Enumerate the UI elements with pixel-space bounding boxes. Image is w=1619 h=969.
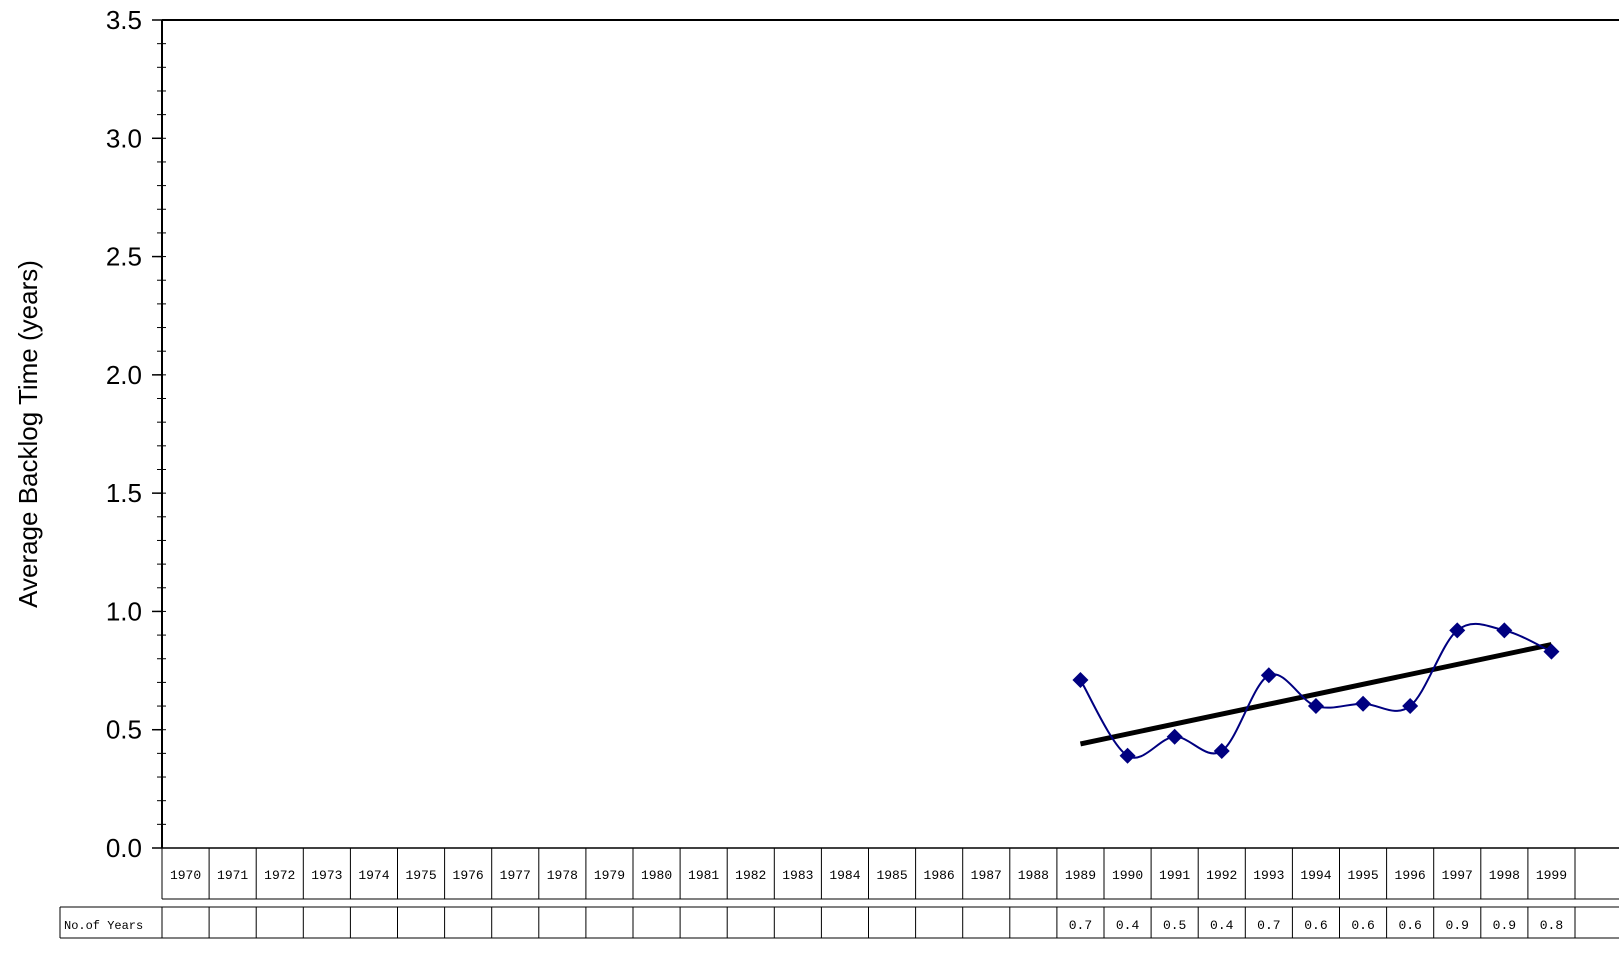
x-category-label: 1976: [453, 868, 484, 883]
table-value: 0.9: [1446, 918, 1469, 933]
data-point: [1307, 698, 1324, 715]
y-tick-label: 3.5: [106, 5, 142, 35]
table-value: 0.7: [1069, 918, 1092, 933]
x-category-label: 1982: [735, 868, 766, 883]
table-value: 0.4: [1210, 918, 1234, 933]
x-category-label: 1975: [405, 868, 436, 883]
x-category-label: 1987: [971, 868, 1002, 883]
x-category-label: 1994: [1300, 868, 1331, 883]
x-category-label: 1977: [500, 868, 531, 883]
x-category-label: 1991: [1159, 868, 1190, 883]
x-category-label: 1979: [594, 868, 625, 883]
data-point: [1260, 667, 1277, 684]
table-value: 0.5: [1163, 918, 1186, 933]
y-tick-label: 0.5: [106, 715, 142, 745]
data-table: No.of Years 1970 1971 1972 1973 1974 1975 1976 1…: [59, 848, 1619, 939]
table-value: 0.4: [1116, 918, 1140, 933]
x-category-label: 1999: [1536, 868, 1567, 883]
y-tick-label: 1.5: [106, 478, 142, 508]
x-category-label: 1996: [1395, 868, 1426, 883]
x-category-label: 1971: [217, 868, 248, 883]
x-category-label: 1980: [641, 868, 672, 883]
trendline: [1079, 642, 1552, 747]
x-category-label: 1970: [170, 868, 201, 883]
data-point: [1402, 698, 1419, 715]
series-layer: [1072, 622, 1560, 764]
plot-area: [162, 20, 1619, 848]
x-category-label: 1990: [1112, 868, 1143, 883]
y-axis-label: Average Backlog Time (years): [13, 260, 43, 608]
x-category-label: 1983: [782, 868, 813, 883]
data-point: [1213, 743, 1230, 760]
x-category-label: 1992: [1206, 868, 1237, 883]
x-category-label: 1995: [1347, 868, 1378, 883]
x-category-label: 1985: [876, 868, 907, 883]
data-point: [1543, 643, 1560, 660]
table-value: 0.6: [1351, 918, 1374, 933]
y-tick-label: 2.5: [106, 242, 142, 272]
x-category-label: 1989: [1065, 868, 1096, 883]
data-point: [1119, 747, 1136, 764]
data-point: [1496, 622, 1513, 639]
x-category-label: 1986: [924, 868, 955, 883]
y-axis: 0.0 0.5 1.0 1.5 2.0 2.5 3.0 3.5: [106, 5, 1619, 863]
y-tick-label: 1.0: [106, 596, 142, 626]
data-point: [1072, 672, 1089, 689]
x-category-label: 1997: [1442, 868, 1473, 883]
x-category-label: 1984: [829, 868, 860, 883]
table-value: 0.8: [1540, 918, 1563, 933]
trendline-layer: [1079, 642, 1552, 747]
x-category-label: 1993: [1253, 868, 1284, 883]
table-value: 0.7: [1257, 918, 1280, 933]
table-row-label: No.of Years: [64, 919, 143, 933]
y-tick-label: 2.0: [106, 360, 142, 390]
x-category-label: 1998: [1489, 868, 1520, 883]
data-point: [1355, 695, 1372, 712]
x-category-label: 1988: [1018, 868, 1049, 883]
y-tick-label: 0.0: [106, 833, 142, 863]
y-tick-label: 3.0: [106, 123, 142, 153]
series-line: [1079, 622, 1552, 759]
x-category-label: 1978: [547, 868, 578, 883]
table-value: 0.6: [1304, 918, 1327, 933]
data-point: [1166, 728, 1183, 745]
x-category-label: 1981: [688, 868, 719, 883]
x-category-label: 1973: [311, 868, 342, 883]
table-value: 0.6: [1398, 918, 1421, 933]
x-category-label: 1972: [264, 868, 295, 883]
x-category-label: 1974: [358, 868, 389, 883]
table-value: 0.9: [1493, 918, 1516, 933]
data-point: [1449, 622, 1466, 639]
